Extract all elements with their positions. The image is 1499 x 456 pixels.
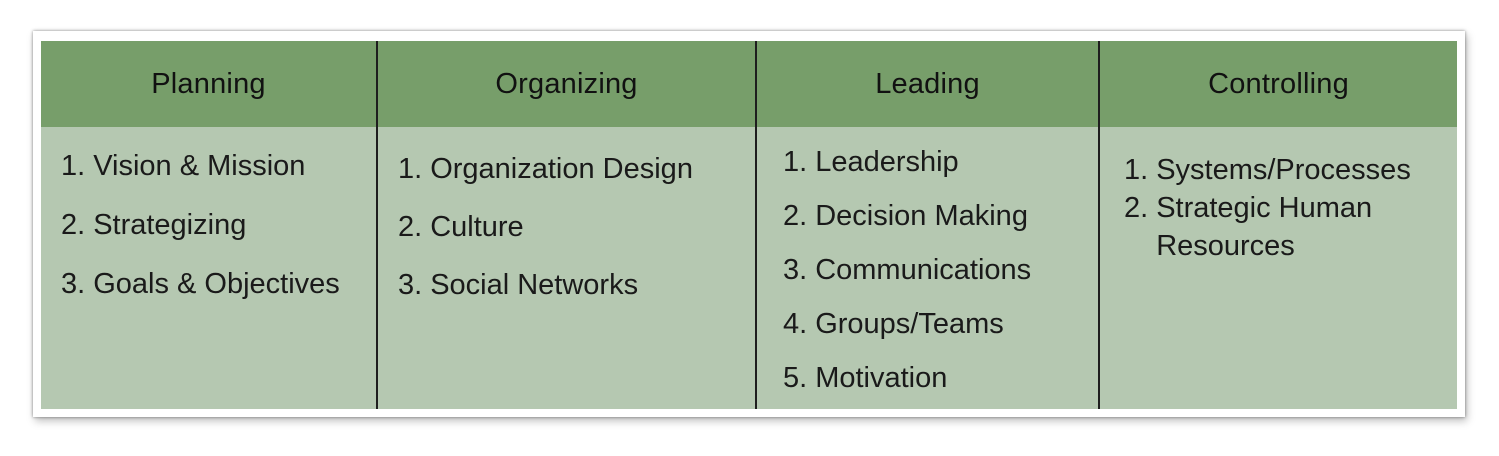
item-text: Systems/Processes: [1156, 154, 1411, 186]
list-item: 3. Social Networks: [398, 268, 749, 326]
column-header: Organizing: [378, 41, 755, 127]
item-number: 1.: [783, 146, 808, 178]
item-number: 1.: [61, 150, 86, 182]
column-organizing: Organizing 1. Organization Design 2. Cultu…: [376, 41, 755, 409]
column-body: 1. Organization Design 2. Culture 3. Social…: [378, 127, 755, 409]
column-header: Controlling: [1100, 41, 1457, 127]
item-text: Decision Making: [815, 200, 1028, 232]
column-planning: Planning 1. Vision & Mission 2. Strategizi…: [41, 41, 376, 409]
item-number: 2.: [783, 200, 808, 232]
column-header: Planning: [41, 41, 376, 127]
item-number: 2.: [398, 211, 423, 243]
list-item: 5. Motivation: [783, 361, 1092, 415]
item-list: 1. Organization Design 2. Culture 3. Social…: [398, 152, 749, 326]
item-number: 1.: [398, 153, 423, 185]
column-leading: Leading 1. Leadership 2. Decision Making 3…: [755, 41, 1098, 409]
item-text: Goals & Objectives: [93, 268, 340, 300]
item-text: Social Networks: [430, 269, 639, 301]
item-number: 3.: [398, 269, 423, 301]
item-text: Leadership: [815, 146, 959, 178]
list-item: 2. Decision Making: [783, 199, 1092, 253]
management-functions-table: Planning 1. Vision & Mission 2. Strategizi…: [41, 41, 1457, 409]
list-item: 4. Groups/Teams: [783, 307, 1092, 361]
item-text: Strategizing: [93, 209, 247, 241]
item-number: 2.: [61, 209, 86, 241]
item-text: Strategic Human Resources: [1156, 192, 1373, 262]
item-number: 5.: [783, 362, 808, 394]
list-item: 1. Vision & Mission: [61, 149, 370, 208]
item-number: 2.: [1124, 192, 1149, 224]
item-list: 1. Systems/Processes 2. Strategic Human Re…: [1124, 151, 1451, 265]
item-number: 4.: [783, 308, 808, 340]
item-text: Motivation: [815, 362, 948, 394]
list-item: 3. Communications: [783, 253, 1092, 307]
column-controlling: Controlling 1. Systems/Processes 2. Strate…: [1098, 41, 1457, 409]
list-item: 1. Organization Design: [398, 152, 749, 210]
column-header: Leading: [757, 41, 1098, 127]
list-item: 2. Culture: [398, 210, 749, 268]
item-text: Culture: [430, 211, 524, 243]
list-item: 1. Leadership: [783, 145, 1092, 199]
figure-frame: Planning 1. Vision & Mission 2. Strategizi…: [33, 31, 1465, 417]
item-text: Vision & Mission: [93, 150, 306, 182]
list-item: 3. Goals & Objectives: [61, 267, 370, 326]
list-item: 2. Strategic Human Resources: [1124, 189, 1444, 265]
item-list: 1. Leadership 2. Decision Making 3. Communi…: [783, 145, 1092, 415]
item-list: 1. Vision & Mission 2. Strategizing 3. Goal…: [61, 149, 370, 326]
column-body: 1. Vision & Mission 2. Strategizing 3. Goal…: [41, 127, 376, 409]
item-text: Communications: [815, 254, 1032, 286]
item-number: 3.: [783, 254, 808, 286]
list-item: 1. Systems/Processes: [1124, 151, 1444, 189]
item-text: Groups/Teams: [815, 308, 1004, 340]
item-text: Organization Design: [430, 153, 693, 185]
column-body: 1. Leadership 2. Decision Making 3. Communi…: [757, 127, 1098, 409]
item-number: 1.: [1124, 154, 1149, 186]
list-item: 2. Strategizing: [61, 208, 370, 267]
column-body: 1. Systems/Processes 2. Strategic Human Re…: [1100, 127, 1457, 409]
item-number: 3.: [61, 268, 86, 300]
